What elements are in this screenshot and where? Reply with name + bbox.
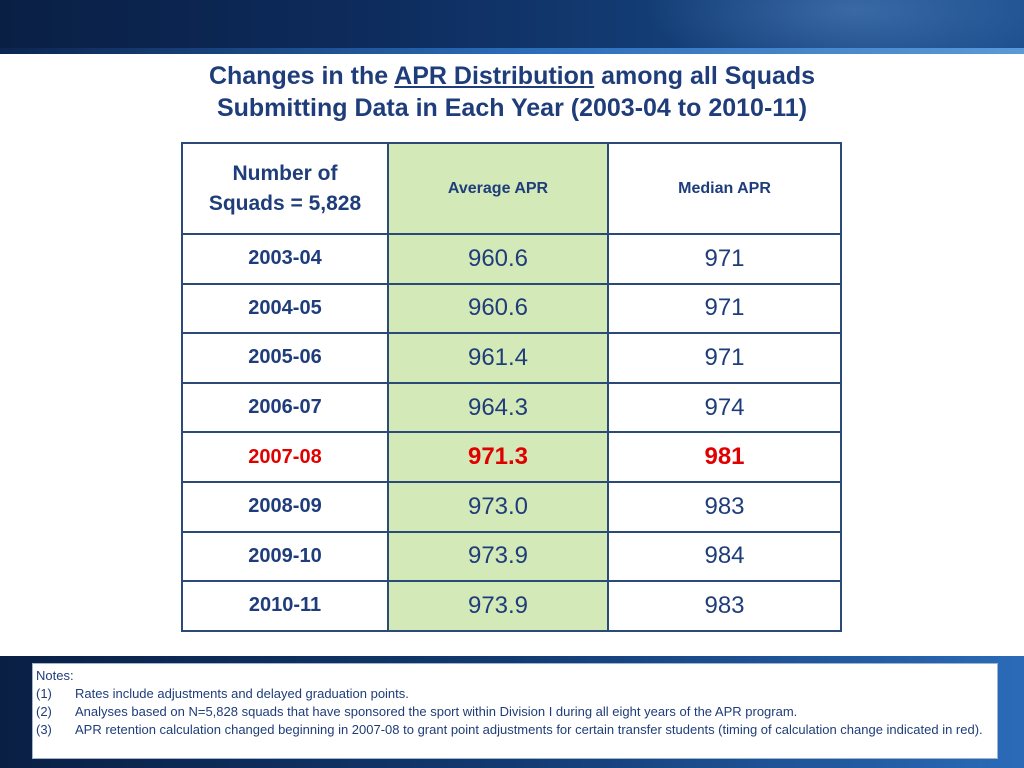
header-band-glow	[644, 0, 1024, 54]
note-number: (2)	[36, 704, 52, 719]
year-cell: 2010-11	[181, 580, 389, 632]
table-row: 2003-04 960.6 971	[181, 233, 842, 285]
notes-box: Notes: (1) Rates include adjustments and …	[32, 663, 998, 759]
slide-title: Changes in the APR Distribution among al…	[0, 60, 1024, 124]
average-apr-cell: 960.6	[387, 233, 609, 285]
table-row: 2005-06 961.4 971	[181, 332, 842, 384]
year-cell: 2004-05	[181, 282, 389, 335]
average-apr-cell: 973.9	[387, 580, 609, 632]
title-line-1-start: Changes in the	[208, 62, 395, 90]
apr-table: Number of Squads = 5,828 Average APR Med…	[181, 142, 842, 632]
median-apr-cell: 971	[607, 233, 842, 285]
year-cell: 2005-06	[181, 332, 389, 384]
title-line-1-end: among all Squads	[594, 62, 816, 90]
title-line-1: Changes in the APR Distribution among al…	[0, 60, 1024, 92]
note-item: (3) APR retention calculation changed beg…	[36, 721, 991, 739]
note-item: (1) Rates include adjustments and delayed…	[36, 685, 991, 703]
median-apr-cell: 981	[607, 431, 842, 483]
median-apr-cell: 971	[607, 282, 842, 335]
note-number: (1)	[36, 686, 52, 701]
table-body: 2003-04 960.6 971 2004-05 960.6 971 2005-06 961…	[181, 233, 842, 632]
note-text: Rates include adjustments and delayed gr…	[75, 686, 409, 701]
median-apr-cell: 983	[607, 480, 842, 533]
title-line-2: Submitting Data in Each Year (2003-04 to…	[216, 94, 808, 122]
year-cell: 2003-04	[181, 233, 389, 285]
table-row: 2010-11 973.9 983	[181, 580, 842, 632]
average-apr-cell: 960.6	[387, 282, 609, 335]
note-item: (2) Analyses based on N=5,828 squads that…	[36, 703, 991, 721]
note-text: Analyses based on N=5,828 squads that ha…	[75, 704, 798, 719]
median-apr-cell: 984	[607, 530, 842, 583]
average-apr-cell: 964.3	[387, 381, 609, 434]
average-apr-cell: 973.9	[387, 530, 609, 583]
median-apr-cell: 971	[607, 332, 842, 384]
header-squads-line-1: Number of	[232, 161, 338, 185]
median-apr-cell: 983	[607, 580, 842, 632]
year-cell: 2009-10	[181, 530, 389, 583]
header-median-apr: Median APR	[607, 142, 842, 235]
average-apr-cell: 973.0	[387, 480, 609, 533]
table-header-row: Number of Squads = 5,828 Average APR Med…	[181, 142, 842, 235]
year-cell: 2008-09	[181, 480, 389, 533]
note-number: (3)	[36, 722, 52, 737]
table-row: 2004-05 960.6 971	[181, 282, 842, 335]
notes-heading: Notes:	[36, 668, 74, 683]
average-apr-cell: 971.3	[387, 431, 609, 483]
header-squads-line-2: Squads = 5,828	[208, 191, 362, 215]
header-average-apr: Average APR	[387, 142, 609, 235]
note-text: APR retention calculation changed beginn…	[75, 722, 983, 737]
table-row: 2009-10 973.9 984	[181, 530, 842, 583]
median-apr-cell: 974	[607, 381, 842, 434]
table-row: 2007-08 971.3 981	[181, 431, 842, 483]
table-row: 2006-07 964.3 974	[181, 381, 842, 434]
header-band	[0, 0, 1024, 54]
notes-list: (1) Rates include adjustments and delayed…	[36, 685, 991, 739]
header-squads: Number of Squads = 5,828	[181, 142, 389, 235]
title-underlined-term: APR Distribution	[394, 62, 595, 90]
year-cell: 2006-07	[181, 381, 389, 434]
average-apr-cell: 961.4	[387, 332, 609, 384]
table-row: 2008-09 973.0 983	[181, 480, 842, 533]
year-cell: 2007-08	[181, 431, 389, 483]
